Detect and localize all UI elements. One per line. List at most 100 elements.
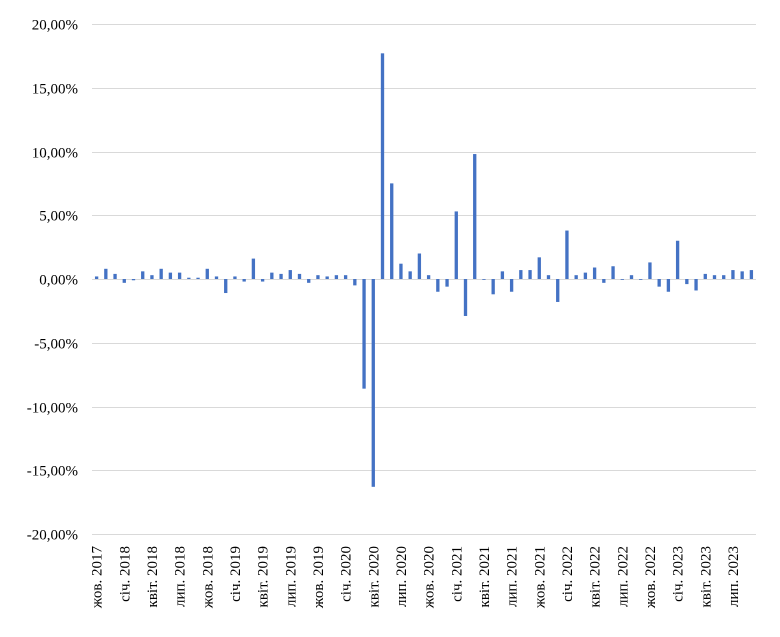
x-tick-label: квіт. 2019 [256,546,272,607]
bar-2023-01 [675,240,680,279]
x-tick-label: лип. 2018 [173,546,189,607]
x-axis-ticks: жов. 2017 січ. 2018 квіт. 2018 лип. 2018 жов… [90,546,742,610]
bar-2019-06 [279,273,283,279]
bar-2018-10 [205,268,209,279]
x-tick-label: лип. 2019 [283,546,299,607]
bar-2019-10 [316,275,320,279]
y-tick-label: -10,00% [27,401,78,417]
x-tick-label: січ. 2022 [560,546,576,602]
x-tick-label: січ. 2023 [671,546,687,602]
bar-2023-02 [685,279,689,285]
bar-2019-12 [334,275,339,279]
y-tick-label: 20,00% [32,18,78,34]
x-tick-label: жов. 2019 [311,546,327,609]
bar-2020-02 [353,279,357,286]
y-tick-label: -15,00% [27,464,78,480]
bar-2021-08 [519,270,523,279]
bar-2022-03 [583,272,588,280]
x-tick-label: жов. 2022 [643,546,659,609]
x-tick-label: лип. 2023 [726,546,742,607]
bar-2023-04 [703,273,707,279]
bar-2022-01 [565,230,569,279]
x-tick-label: квіт. 2018 [145,546,161,607]
bar-2018-05 [159,268,163,279]
bar-2017-12 [113,273,117,279]
bar-2022-05 [602,279,606,283]
bar-2018-06 [168,272,173,280]
gridlines [92,24,756,535]
x-tick-label: лип. 2021 [505,546,521,607]
bar-2020-11 [436,279,440,292]
x-tick-label: січ. 2018 [117,546,133,602]
bar-2023-03 [694,279,698,291]
bar-2021-12 [556,279,560,302]
y-axis-ticks: 20,00% 15,00% 10,00% 5,00% 0,00% -5,00% -10,00… [27,18,78,544]
bar-2018-11 [214,276,219,279]
x-tick-label: жов. 2020 [422,546,438,609]
bar-2023-07 [731,270,735,279]
bar-2020-08 [408,271,412,279]
bar-2021-04 [482,279,486,280]
bar-2019-01 [233,276,237,279]
bar-2019-02 [242,279,246,282]
bar-2018-07 [177,272,182,280]
bar-2020-09 [417,253,422,279]
bar-2019-08 [297,273,302,279]
bar-2021-03 [473,154,477,279]
bar-2023-08 [740,271,744,279]
bar-2022-12 [666,279,671,292]
bar-2020-12 [445,279,449,287]
bar-2021-05 [491,279,495,295]
bar-2022-04 [592,267,597,279]
bar-2023-06 [722,275,726,279]
y-tick-label: 5,00% [39,209,78,225]
bar-2023-09 [749,270,754,279]
bar-2018-03 [141,271,145,279]
bar-2017-10 [94,276,99,279]
x-tick-label: квіт. 2023 [698,546,714,607]
y-tick-label: -5,00% [34,337,78,353]
bar-2018-08 [187,277,191,279]
bar-2022-07 [620,279,624,280]
bar-2020-03 [362,279,366,389]
bar-2022-08 [629,275,634,279]
bar-2021-09 [528,270,532,279]
x-tick-label: жов. 2017 [90,546,106,610]
bar-2018-12 [224,279,228,294]
bar-2020-07 [399,263,403,279]
x-tick-label: квіт. 2021 [477,546,493,607]
bar-2022-09 [639,279,643,280]
bar-2019-05 [270,272,274,280]
x-tick-label: січ. 2020 [339,546,355,602]
bar-2020-10 [426,275,431,279]
y-tick-label: -20,00% [27,528,78,544]
bars [94,53,754,487]
bar-2019-03 [251,258,256,279]
bar-2022-02 [574,275,578,279]
bar-2021-07 [509,279,514,292]
y-tick-label: 10,00% [32,146,78,162]
bar-2022-10 [648,262,652,279]
x-tick-label: лип. 2020 [394,546,410,607]
bar-2021-06 [500,271,505,279]
bar-2019-09 [307,279,311,283]
bar-2018-09 [196,277,200,279]
x-tick-label: лип. 2022 [615,546,631,607]
bar-2019-11 [325,276,329,279]
x-tick-label: квіт. 2022 [588,546,604,607]
bar-2020-01 [343,275,348,279]
bar-2018-02 [131,279,136,281]
bar-2018-04 [150,275,154,279]
bar-2017-11 [104,268,108,279]
y-tick-label: 0,00% [39,273,78,289]
bar-2021-10 [537,257,541,279]
x-tick-label: січ. 2021 [449,546,465,602]
bar-2021-02 [463,279,468,316]
x-tick-label: квіт. 2020 [366,546,382,607]
bar-2021-11 [546,275,551,279]
bar-2020-06 [390,183,394,280]
bar-2022-11 [657,279,661,287]
y-tick-label: 15,00% [32,82,78,98]
